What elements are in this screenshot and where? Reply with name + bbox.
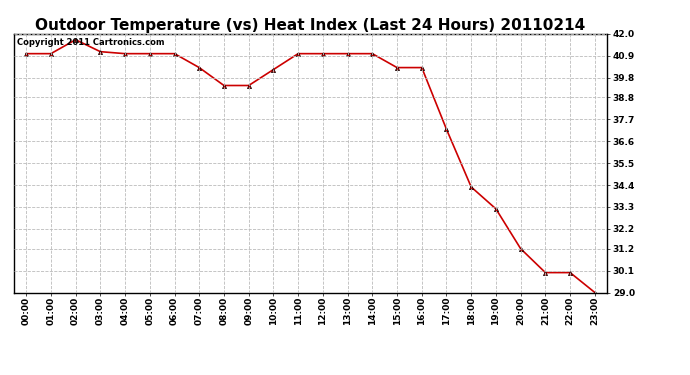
Text: Copyright 2011 Cartronics.com: Copyright 2011 Cartronics.com: [17, 38, 164, 46]
Title: Outdoor Temperature (vs) Heat Index (Last 24 Hours) 20110214: Outdoor Temperature (vs) Heat Index (Las…: [35, 18, 586, 33]
